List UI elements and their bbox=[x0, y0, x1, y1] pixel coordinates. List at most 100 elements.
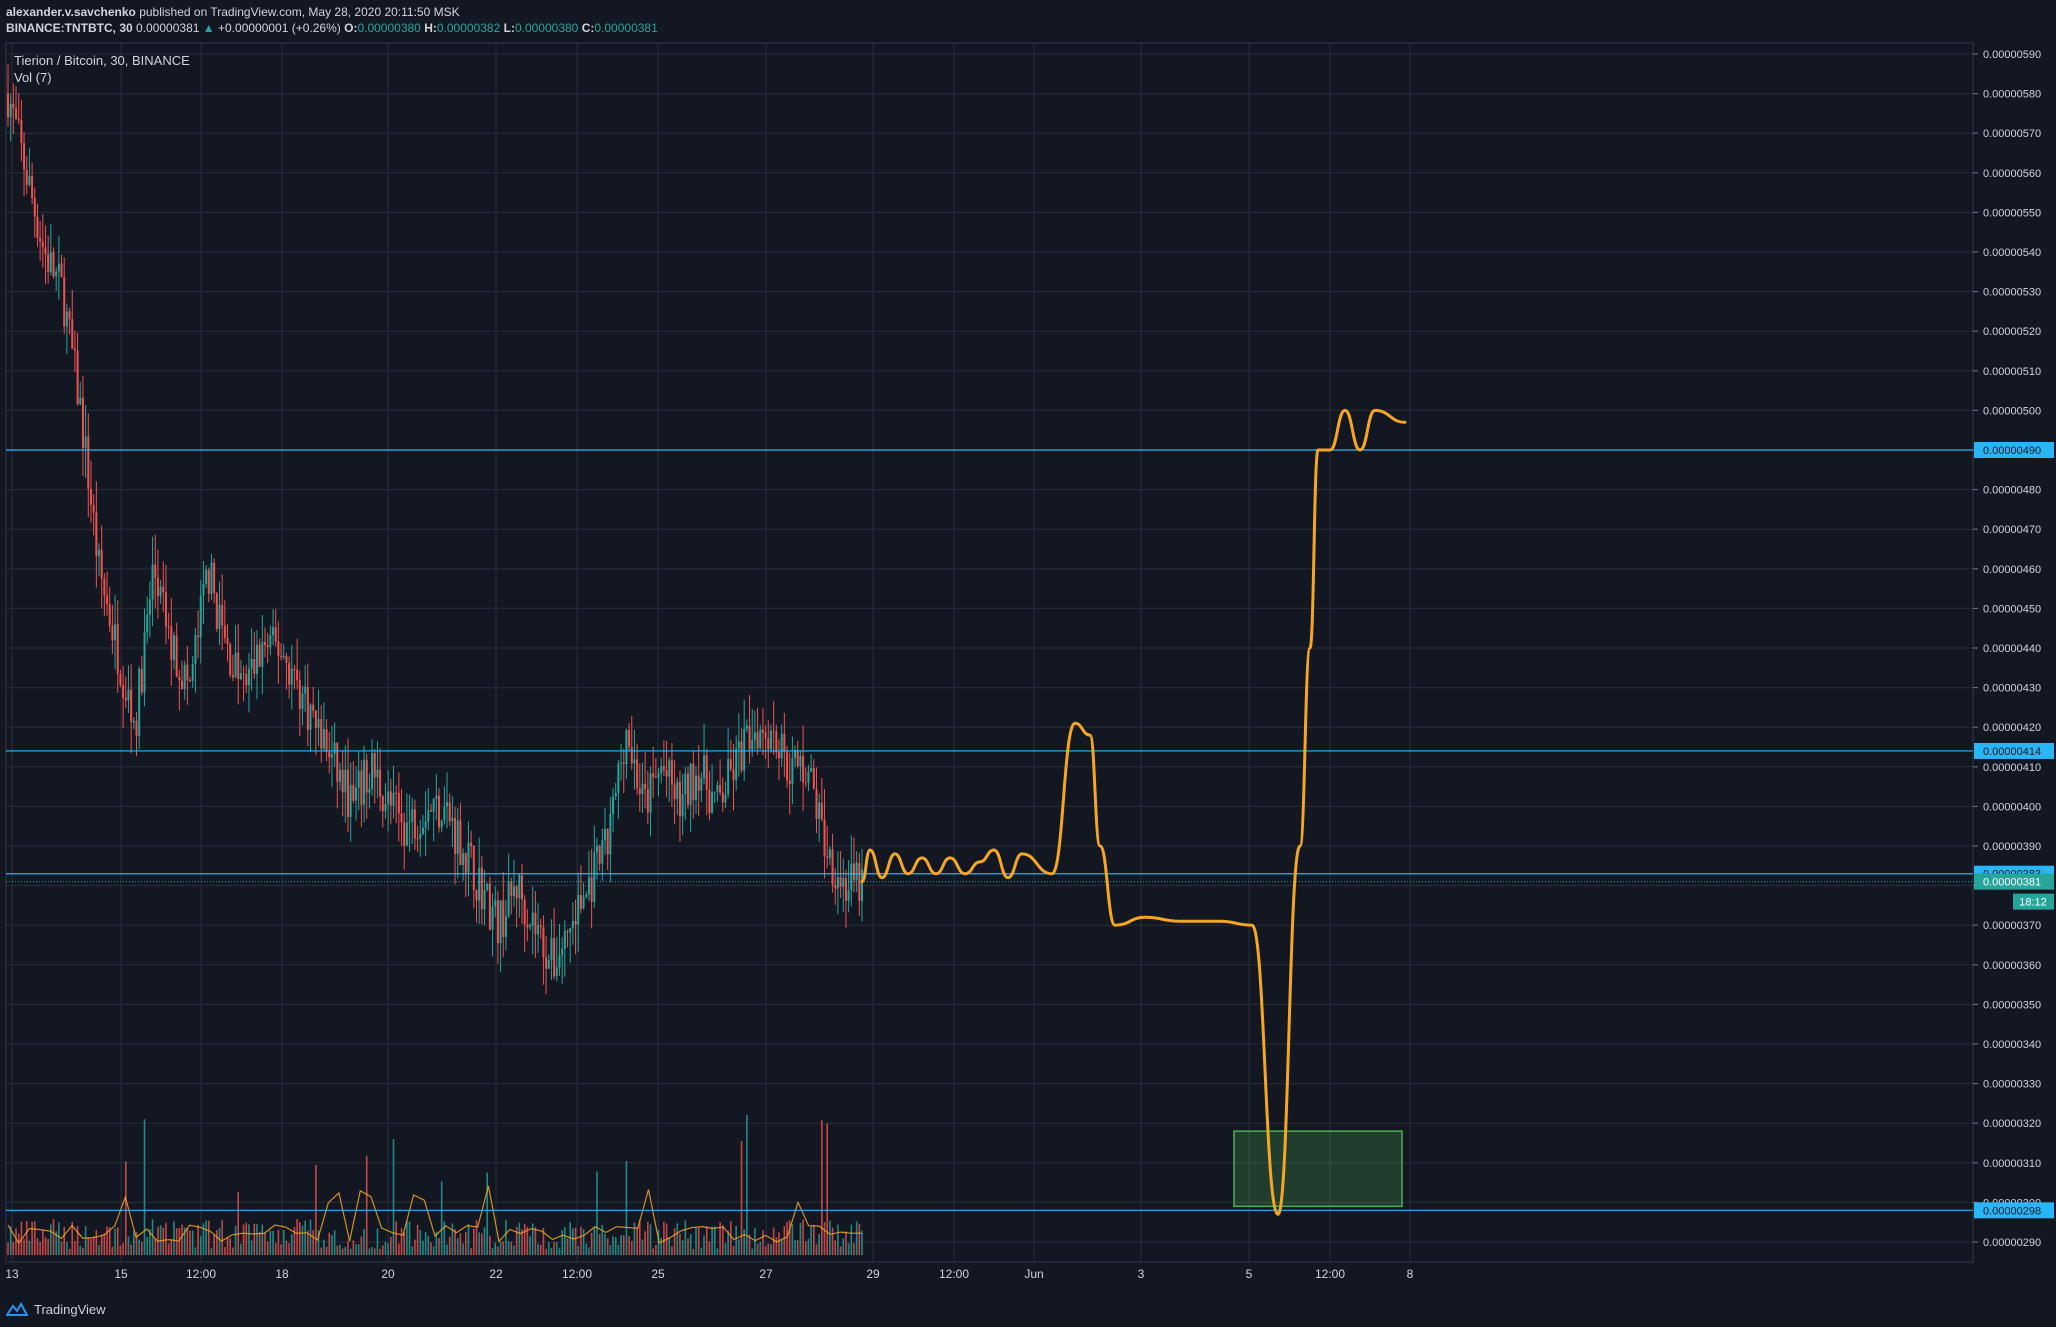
candle-body bbox=[443, 806, 446, 821]
candle-body bbox=[325, 729, 328, 752]
candle-body bbox=[529, 925, 532, 928]
candle-body bbox=[274, 627, 277, 642]
candle-body bbox=[191, 664, 194, 681]
candle-body bbox=[427, 810, 430, 822]
candle-body bbox=[151, 564, 154, 600]
author-name[interactable]: alexander.v.savchenko bbox=[6, 5, 136, 19]
candle-body bbox=[569, 928, 572, 933]
y-tick-label: 0.00000500 bbox=[1983, 405, 2041, 417]
candle-body bbox=[213, 562, 216, 594]
candle-body bbox=[684, 773, 687, 795]
candle-body bbox=[534, 912, 537, 935]
y-tick-label: 0.00000340 bbox=[1983, 1039, 2041, 1051]
candle-body bbox=[247, 668, 250, 686]
candle-body bbox=[593, 852, 596, 902]
y-tick-label: 0.00000330 bbox=[1983, 1079, 2041, 1091]
candle-body bbox=[641, 783, 644, 794]
candle-body bbox=[384, 804, 387, 812]
candle-body bbox=[668, 760, 671, 777]
candle-body bbox=[103, 578, 106, 596]
candle-body bbox=[547, 960, 550, 969]
candle-body bbox=[649, 773, 652, 813]
candle-body bbox=[9, 103, 12, 118]
candle-body bbox=[577, 894, 580, 925]
high-value: 0.00000382 bbox=[436, 21, 501, 35]
candle-body bbox=[759, 729, 762, 749]
candle-body bbox=[298, 680, 301, 709]
open-label: O: bbox=[344, 21, 358, 35]
candle-body bbox=[812, 768, 815, 790]
candle-body bbox=[355, 787, 358, 801]
candle-body bbox=[221, 604, 224, 626]
candle-body bbox=[504, 916, 507, 938]
candle-body bbox=[507, 881, 510, 917]
y-tick-label: 0.00000460 bbox=[1983, 564, 2041, 576]
candle-body bbox=[290, 668, 293, 685]
candle-body bbox=[783, 733, 786, 752]
candle-body bbox=[483, 890, 486, 910]
candle-body bbox=[751, 739, 754, 750]
candle-body bbox=[108, 604, 111, 626]
candle-body bbox=[266, 645, 269, 648]
candle-body bbox=[194, 635, 197, 665]
candle-body bbox=[791, 758, 794, 785]
candle-body bbox=[558, 955, 561, 968]
candle-body bbox=[81, 397, 84, 448]
candle-body bbox=[491, 906, 494, 930]
candle-body bbox=[454, 817, 457, 854]
candle-body bbox=[309, 704, 312, 730]
candle-body bbox=[49, 252, 52, 273]
candle-body bbox=[550, 938, 553, 961]
candle-body bbox=[772, 730, 775, 732]
high-label: H: bbox=[424, 21, 437, 35]
candle-body bbox=[363, 759, 366, 805]
candle-body bbox=[360, 770, 363, 805]
candle-body bbox=[571, 921, 574, 929]
y-tick-label: 0.00000470 bbox=[1983, 524, 2041, 536]
candle-body bbox=[336, 742, 339, 782]
candle-body bbox=[847, 890, 850, 901]
candle-body bbox=[202, 584, 205, 596]
candle-body bbox=[456, 820, 459, 854]
candle-body bbox=[405, 822, 408, 846]
y-tick-label: 0.00000540 bbox=[1983, 247, 2041, 259]
candle-body bbox=[389, 791, 392, 806]
candle-body bbox=[515, 886, 518, 899]
candle-body bbox=[411, 809, 414, 822]
candle-body bbox=[480, 867, 483, 910]
candle-body bbox=[106, 595, 109, 605]
candle-body bbox=[199, 595, 202, 638]
publish-info: alexander.v.savchenko published on Tradi… bbox=[6, 4, 658, 20]
candle-body bbox=[523, 899, 526, 925]
candle-body bbox=[729, 759, 732, 770]
candle-body bbox=[183, 664, 186, 690]
candle-body bbox=[368, 788, 371, 793]
candle-body bbox=[15, 108, 18, 119]
candle-body bbox=[47, 254, 50, 273]
x-tick-label: 15 bbox=[114, 1267, 128, 1281]
brand-name[interactable]: TradingView bbox=[34, 1301, 106, 1317]
y-tick-label: 0.00000450 bbox=[1983, 603, 2041, 615]
candle-body bbox=[231, 675, 234, 678]
volume-indicator-label[interactable]: Vol (7) bbox=[14, 70, 52, 85]
candle-body bbox=[17, 118, 20, 121]
change-arrow-icon: ▲ bbox=[202, 21, 215, 35]
candle-body bbox=[794, 750, 797, 759]
candle-body bbox=[239, 673, 242, 680]
candle-body bbox=[114, 624, 117, 641]
candle-body bbox=[264, 642, 267, 646]
candle-body bbox=[539, 925, 542, 927]
y-tick-label: 0.00000390 bbox=[1983, 841, 2041, 853]
series-title[interactable]: Tierion / Bitcoin, 30, BINANCE bbox=[14, 53, 190, 68]
candle-body bbox=[689, 763, 692, 805]
candle-body bbox=[743, 728, 746, 771]
candle-body bbox=[620, 762, 623, 764]
x-tick-label: 18 bbox=[275, 1267, 289, 1281]
candle-body bbox=[842, 878, 845, 887]
candle-body bbox=[834, 884, 837, 889]
y-tick-label: 0.00000410 bbox=[1983, 762, 2041, 774]
candle-body bbox=[41, 241, 44, 248]
candle-body bbox=[178, 676, 181, 681]
y-tick-label: 0.00000560 bbox=[1983, 168, 2041, 180]
